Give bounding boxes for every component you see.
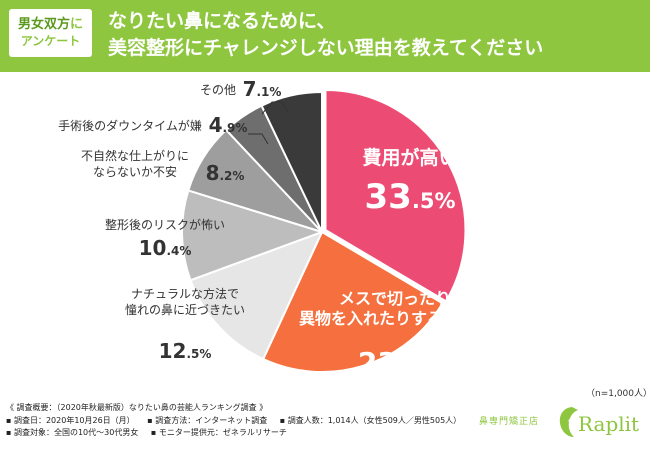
slice-category-label: メスで切ったり — [339, 289, 451, 308]
sample-size-note: （n=1,000人） — [586, 389, 650, 399]
survey-footer: 《 調査概要：（2020年秋最新版）なりたい鼻の芸能人ランキング調査 》 ▪ 調… — [6, 402, 466, 440]
slice-category-label: 憧れの鼻に近づきたい — [125, 302, 245, 317]
badge-label-sub: アンケート — [20, 34, 81, 48]
slice-category-label: ナチュラルな方法で — [131, 286, 239, 301]
brand-caption: 鼻専門矯正店 — [479, 417, 540, 427]
pie-slice — [324, 89, 467, 303]
slice-value-label: 12.5% — [159, 339, 212, 363]
slice-value-label: 8.2% — [206, 161, 245, 185]
leader-line-downtime — [248, 133, 269, 145]
slice-value-label: 10.4% — [139, 236, 192, 260]
pie-slice — [260, 90, 323, 233]
footer-method: ▪ 調査方法：インターネット調査 — [147, 415, 268, 425]
badge-label-particle: に — [70, 17, 84, 32]
logo-dot-icon — [568, 418, 574, 424]
title-line-2: 美容整形にチャレンジしない理由を教えてください — [108, 37, 544, 59]
slice-value-label: 4.9% — [209, 113, 248, 137]
slice-label: 費用が高い 33.5% — [362, 146, 457, 217]
footer-date: ▪ 調査日：2020年10月26日（月） — [6, 415, 135, 425]
leader-line-other — [261, 101, 289, 115]
slice-category-label: 異物を入れたりするのが嫌 — [299, 309, 491, 328]
slice-category-label: 整形後のリスクが怖い — [105, 217, 225, 232]
title-line-1: なりたい鼻になるために、 — [108, 10, 336, 32]
slice-category-label: 不自然な仕上がりに — [81, 148, 189, 163]
footer-people: ▪ 調査人数：1,014人（女性509人／男性505人） — [279, 415, 462, 425]
svg-text:Raplit: Raplit — [578, 412, 639, 436]
header-bar: 男女双方に アンケート なりたい鼻になるために、 美容整形にチャレンジしない理由… — [0, 0, 650, 72]
footer-summary: 《 調査概要：（2020年秋最新版）なりたい鼻の芸能人ランキング調査 》 — [6, 403, 268, 412]
pie-slice — [261, 230, 444, 373]
footer-target: ▪ 調査対象：全国の10代〜30代男女 — [6, 428, 139, 437]
slice-category-label: その他 — [200, 83, 236, 97]
pie-slice — [181, 189, 326, 282]
slice-value-label: 23.4% — [358, 346, 432, 379]
badge-label-main: 男女双方 — [17, 17, 70, 32]
slice-category-label: 手術後のダウンタイムが嫌 — [58, 118, 202, 133]
slice-value-label: 7.1% — [243, 77, 282, 101]
slice-category-label: ならないか不安 — [93, 164, 177, 179]
slice-value-label: 33.5% — [365, 177, 456, 217]
slice-label: 手術後のダウンタイムが嫌 4.9% — [58, 113, 247, 137]
page-title: なりたい鼻になるために、 美容整形にチャレンジしない理由を教えてください — [108, 8, 543, 62]
survey-badge: 男女双方に アンケート — [9, 9, 92, 57]
footer-row-2: ▪ 調査対象：全国の10代〜30代男女 ▪ モニター提供元：ゼネラルリサーチ — [6, 427, 466, 440]
slice-label: その他 7.1% — [200, 77, 281, 101]
footer-row-1: ▪ 調査日：2020年10月26日（月） ▪ 調査方法：インターネット調査 ▪ … — [6, 415, 466, 428]
raplit-logo: Raplit — [559, 407, 639, 437]
footer-monitor: ▪ モニター提供元：ゼネラルリサーチ — [150, 428, 287, 437]
slice-label: 整形後のリスクが怖い 10.4% — [105, 217, 225, 260]
pie-slice — [189, 230, 324, 361]
slice-category-label: 費用が高い — [362, 146, 457, 169]
